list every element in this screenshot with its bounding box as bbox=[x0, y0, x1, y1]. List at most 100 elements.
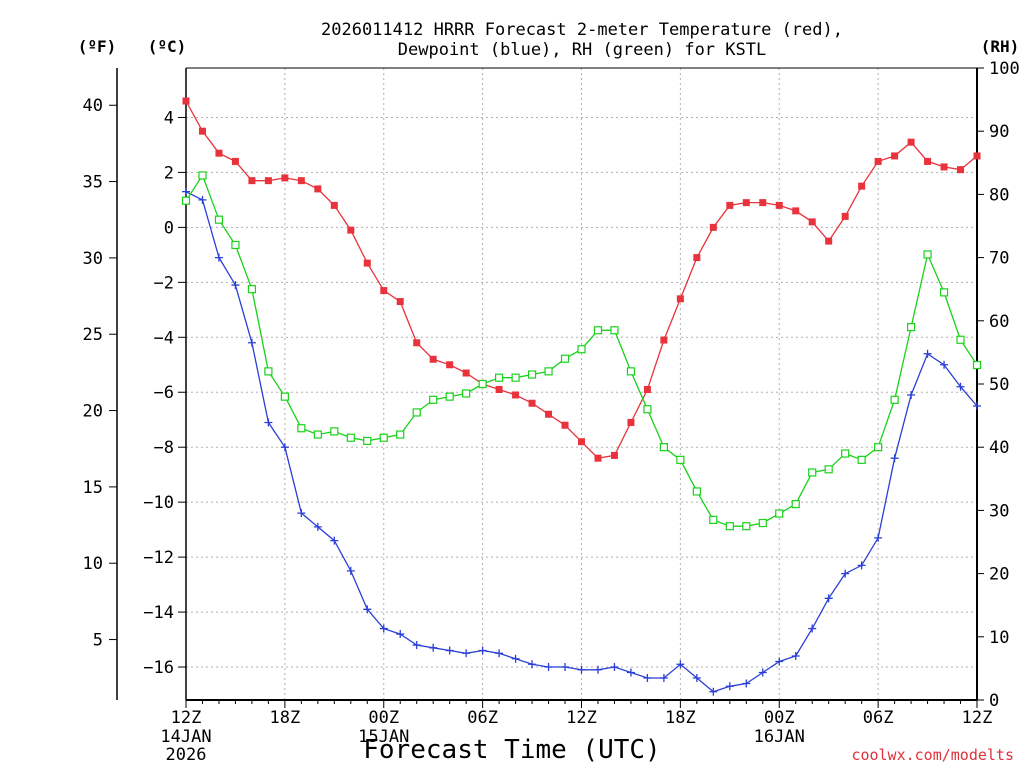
temperature-point bbox=[545, 410, 553, 418]
dewpoint-point bbox=[940, 360, 949, 369]
temperature-point bbox=[874, 157, 882, 165]
dewpoint-point bbox=[511, 654, 520, 663]
temperature-point bbox=[264, 177, 272, 185]
rh-point bbox=[445, 392, 454, 401]
dewpoint-point bbox=[462, 649, 471, 658]
rh-point bbox=[396, 430, 405, 439]
celsius-tick-label: 2 bbox=[164, 163, 174, 183]
rh-point bbox=[692, 487, 701, 496]
dewpoint-point bbox=[379, 624, 388, 633]
dewpoint-point bbox=[791, 652, 800, 661]
dewpoint-point bbox=[593, 665, 602, 674]
temperature-point bbox=[709, 223, 717, 231]
dewpoint-point bbox=[264, 418, 273, 427]
rh-point bbox=[462, 389, 471, 398]
dewpoint-point bbox=[231, 281, 240, 290]
temperature-point bbox=[363, 259, 371, 267]
fahrenheit-tick-label: 15 bbox=[83, 478, 103, 498]
temperature-point bbox=[858, 182, 866, 190]
rh-point bbox=[808, 468, 817, 477]
rh-point bbox=[495, 373, 504, 382]
rh-tick-label: 10 bbox=[989, 628, 1009, 648]
temperature-point bbox=[808, 218, 816, 226]
fahrenheit-tick-label: 40 bbox=[83, 96, 103, 116]
temperature-point bbox=[957, 166, 965, 174]
dewpoint-point bbox=[478, 646, 487, 655]
rh-point bbox=[824, 465, 833, 474]
dewpoint-point bbox=[659, 674, 668, 683]
temperature-point bbox=[825, 237, 833, 245]
rh-point bbox=[841, 449, 850, 458]
temperature-point bbox=[660, 336, 668, 344]
rh-point bbox=[709, 515, 718, 524]
dewpoint-point bbox=[824, 594, 833, 603]
dewpoint-point bbox=[313, 522, 322, 531]
dewpoint-point bbox=[923, 349, 932, 358]
temperature-point bbox=[676, 295, 684, 303]
dewpoint-point bbox=[247, 338, 256, 347]
temperature-point bbox=[248, 177, 256, 185]
fahrenheit-tick-label: 25 bbox=[83, 325, 103, 345]
celsius-tick-label: −12 bbox=[143, 548, 174, 568]
temperature-point bbox=[281, 174, 289, 182]
dewpoint-point bbox=[495, 649, 504, 658]
dewpoint-point bbox=[363, 605, 372, 614]
dewpoint-point bbox=[709, 687, 718, 696]
x-tick-label: 12Z bbox=[171, 708, 202, 728]
dewpoint-point bbox=[643, 674, 652, 683]
credit-text: coolwx.com/modelts bbox=[851, 746, 1014, 764]
grid-lines bbox=[186, 68, 977, 700]
temperature-point bbox=[578, 438, 585, 446]
rh-point bbox=[939, 288, 949, 297]
dewpoint-point bbox=[544, 663, 553, 672]
rh-point bbox=[923, 250, 932, 259]
temperature-point bbox=[627, 418, 635, 426]
x-tick-label: 06Z bbox=[467, 708, 498, 728]
dewpoint-point bbox=[742, 679, 751, 688]
dewpoint-point bbox=[198, 195, 207, 204]
x-tick-label: 00Z bbox=[368, 708, 399, 728]
dewpoint-point bbox=[445, 646, 454, 655]
temperature-point bbox=[561, 421, 569, 429]
dewpoint-point bbox=[841, 569, 850, 578]
rh-point bbox=[874, 443, 883, 452]
x-tick-label: 18Z bbox=[270, 708, 301, 728]
temperature-point bbox=[726, 201, 734, 209]
rh-point bbox=[659, 443, 668, 452]
rh-tick-label: 70 bbox=[989, 249, 1009, 269]
fahrenheit-unit-label: (ºF) bbox=[78, 37, 117, 56]
dewpoint-point bbox=[676, 660, 685, 669]
dewpoint-point bbox=[626, 668, 635, 677]
rh-point bbox=[577, 345, 586, 354]
x-tick-label: 06Z bbox=[863, 708, 894, 728]
temperature-point bbox=[775, 201, 783, 209]
temperature-point bbox=[347, 226, 355, 234]
rh-tick-label: 100 bbox=[989, 59, 1020, 79]
rh-point bbox=[429, 395, 438, 404]
dewpoint-point bbox=[396, 630, 405, 639]
x-tick-label: 00Z bbox=[764, 708, 795, 728]
temperature-point bbox=[891, 152, 899, 160]
x-tick-sublabel: 16JAN bbox=[754, 727, 805, 747]
dewpoint-point bbox=[890, 454, 899, 463]
fahrenheit-tick-label: 10 bbox=[83, 554, 103, 574]
dewpoint-point bbox=[214, 253, 223, 262]
temperature-point bbox=[231, 157, 239, 165]
rh-point bbox=[775, 509, 784, 518]
celsius-tick-label: −16 bbox=[143, 658, 174, 678]
temperature-point bbox=[380, 287, 388, 295]
x-tick-label: 18Z bbox=[665, 708, 696, 728]
dewpoint-point bbox=[577, 665, 586, 674]
dewpoint-point bbox=[561, 663, 570, 672]
rh-point bbox=[346, 433, 355, 442]
rh-tick-label: 30 bbox=[989, 501, 1009, 521]
dewpoint-point bbox=[907, 390, 916, 399]
rh-point bbox=[791, 499, 800, 509]
x-tick-label: 12Z bbox=[962, 708, 993, 728]
x-tick-sublabel: 2026 bbox=[166, 745, 207, 765]
temperature-point bbox=[759, 199, 767, 207]
rh-point bbox=[280, 392, 289, 401]
rh-tick-label: 60 bbox=[989, 312, 1009, 332]
